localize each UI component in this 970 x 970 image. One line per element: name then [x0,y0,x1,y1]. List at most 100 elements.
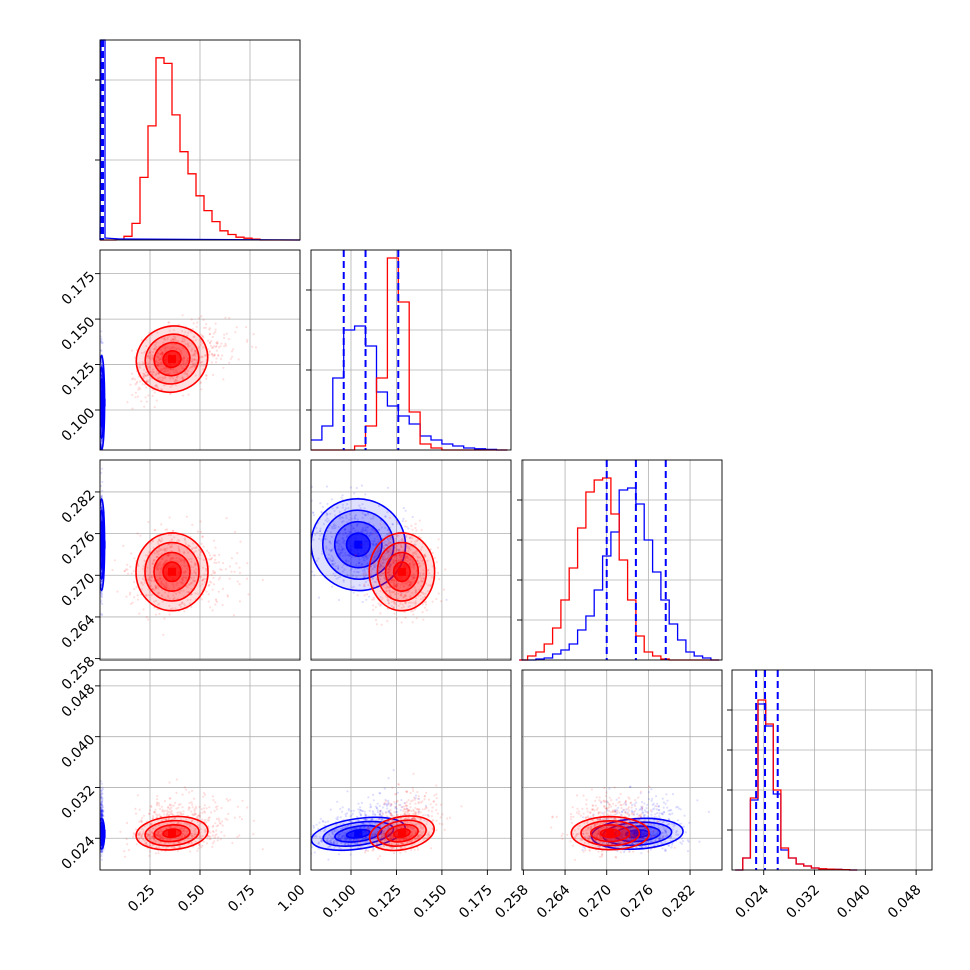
sample-point [187,806,190,809]
sample-point [100,813,103,816]
sample-point [100,812,103,815]
sample-point [138,808,141,811]
sample-point [344,559,347,562]
sample-point [100,811,103,814]
sample-point [101,813,104,816]
sample-point [391,550,394,553]
sample-point [338,532,341,535]
sample-point [176,371,179,374]
sample-point [252,333,255,336]
sample-point [100,795,103,798]
sample-point [100,599,103,602]
sample-point [155,556,158,559]
sample-point [408,584,411,587]
sample-point [402,554,405,557]
sample-point [149,837,152,841]
sample-point [342,520,345,523]
sample-point [392,601,395,604]
sample-point [421,591,424,594]
sample-point [394,603,397,606]
sample-point [167,814,170,817]
sample-point [326,557,329,560]
sample-point [161,352,164,355]
sample-point [160,548,163,551]
sample-point [377,504,381,508]
sample-point [369,588,372,592]
sample-point [202,566,205,569]
sample-point [160,388,164,391]
sample-point [128,593,131,596]
sample-point [404,601,407,605]
sample-point [101,592,104,596]
sample-point [100,506,103,510]
sample-point [157,362,160,365]
sample-point [100,374,103,377]
sample-point [101,797,104,800]
sample-point [190,548,193,551]
sample-point [177,548,180,551]
sample-point [203,573,206,576]
sample-point [101,815,104,818]
sample-point [356,522,360,526]
sample-point [100,612,103,616]
sample-point [201,342,204,345]
sample-point [361,530,364,533]
sample-point [169,558,172,562]
sample-point [101,808,104,812]
sample-point [328,548,331,551]
sample-point [129,383,132,386]
sample-point [414,601,417,604]
sample-point [376,535,379,538]
sample-point [168,546,171,549]
sample-point [401,520,404,523]
sample-point [389,581,392,584]
sample-point [406,556,409,560]
sample-point [140,835,143,839]
sample-point [326,517,329,520]
sample-point [351,574,354,577]
sample-point [199,551,202,554]
sample-point [192,542,195,545]
sample-point [155,567,158,570]
sample-point [232,348,235,351]
sample-point [354,513,357,517]
sample-point [393,578,396,582]
sample-point [384,515,387,518]
sample-point [387,542,390,546]
sample-point [261,578,264,582]
sample-point [162,341,165,344]
sample-point [165,846,168,849]
sample-point [369,543,372,546]
sample-point [372,596,375,599]
sample-point [153,348,156,351]
sample-point [364,580,368,584]
sample-point [188,367,191,370]
sample-point [215,808,219,811]
sample-point [316,531,319,534]
sample-point [384,590,388,593]
sample-point [182,362,185,365]
sample-point [402,549,405,552]
sample-point [158,834,162,837]
sample-point [159,548,162,551]
sample-point [136,598,140,601]
sample-point [149,579,153,582]
sample-point [379,567,382,570]
sample-point [332,564,335,567]
sample-point [362,573,365,576]
sample-point [223,345,226,348]
sample-point [154,587,158,590]
sample-point [186,359,189,362]
sample-point [396,535,399,538]
sample-point [181,337,184,341]
sample-point [341,537,344,540]
sample-point [416,555,419,559]
sample-point [235,562,238,565]
sample-point [142,375,145,378]
sample-point [372,584,375,588]
sample-point [338,549,341,552]
sample-point [192,353,195,356]
sample-point [397,548,400,551]
sample-point [373,598,376,601]
sample-point [193,546,196,550]
